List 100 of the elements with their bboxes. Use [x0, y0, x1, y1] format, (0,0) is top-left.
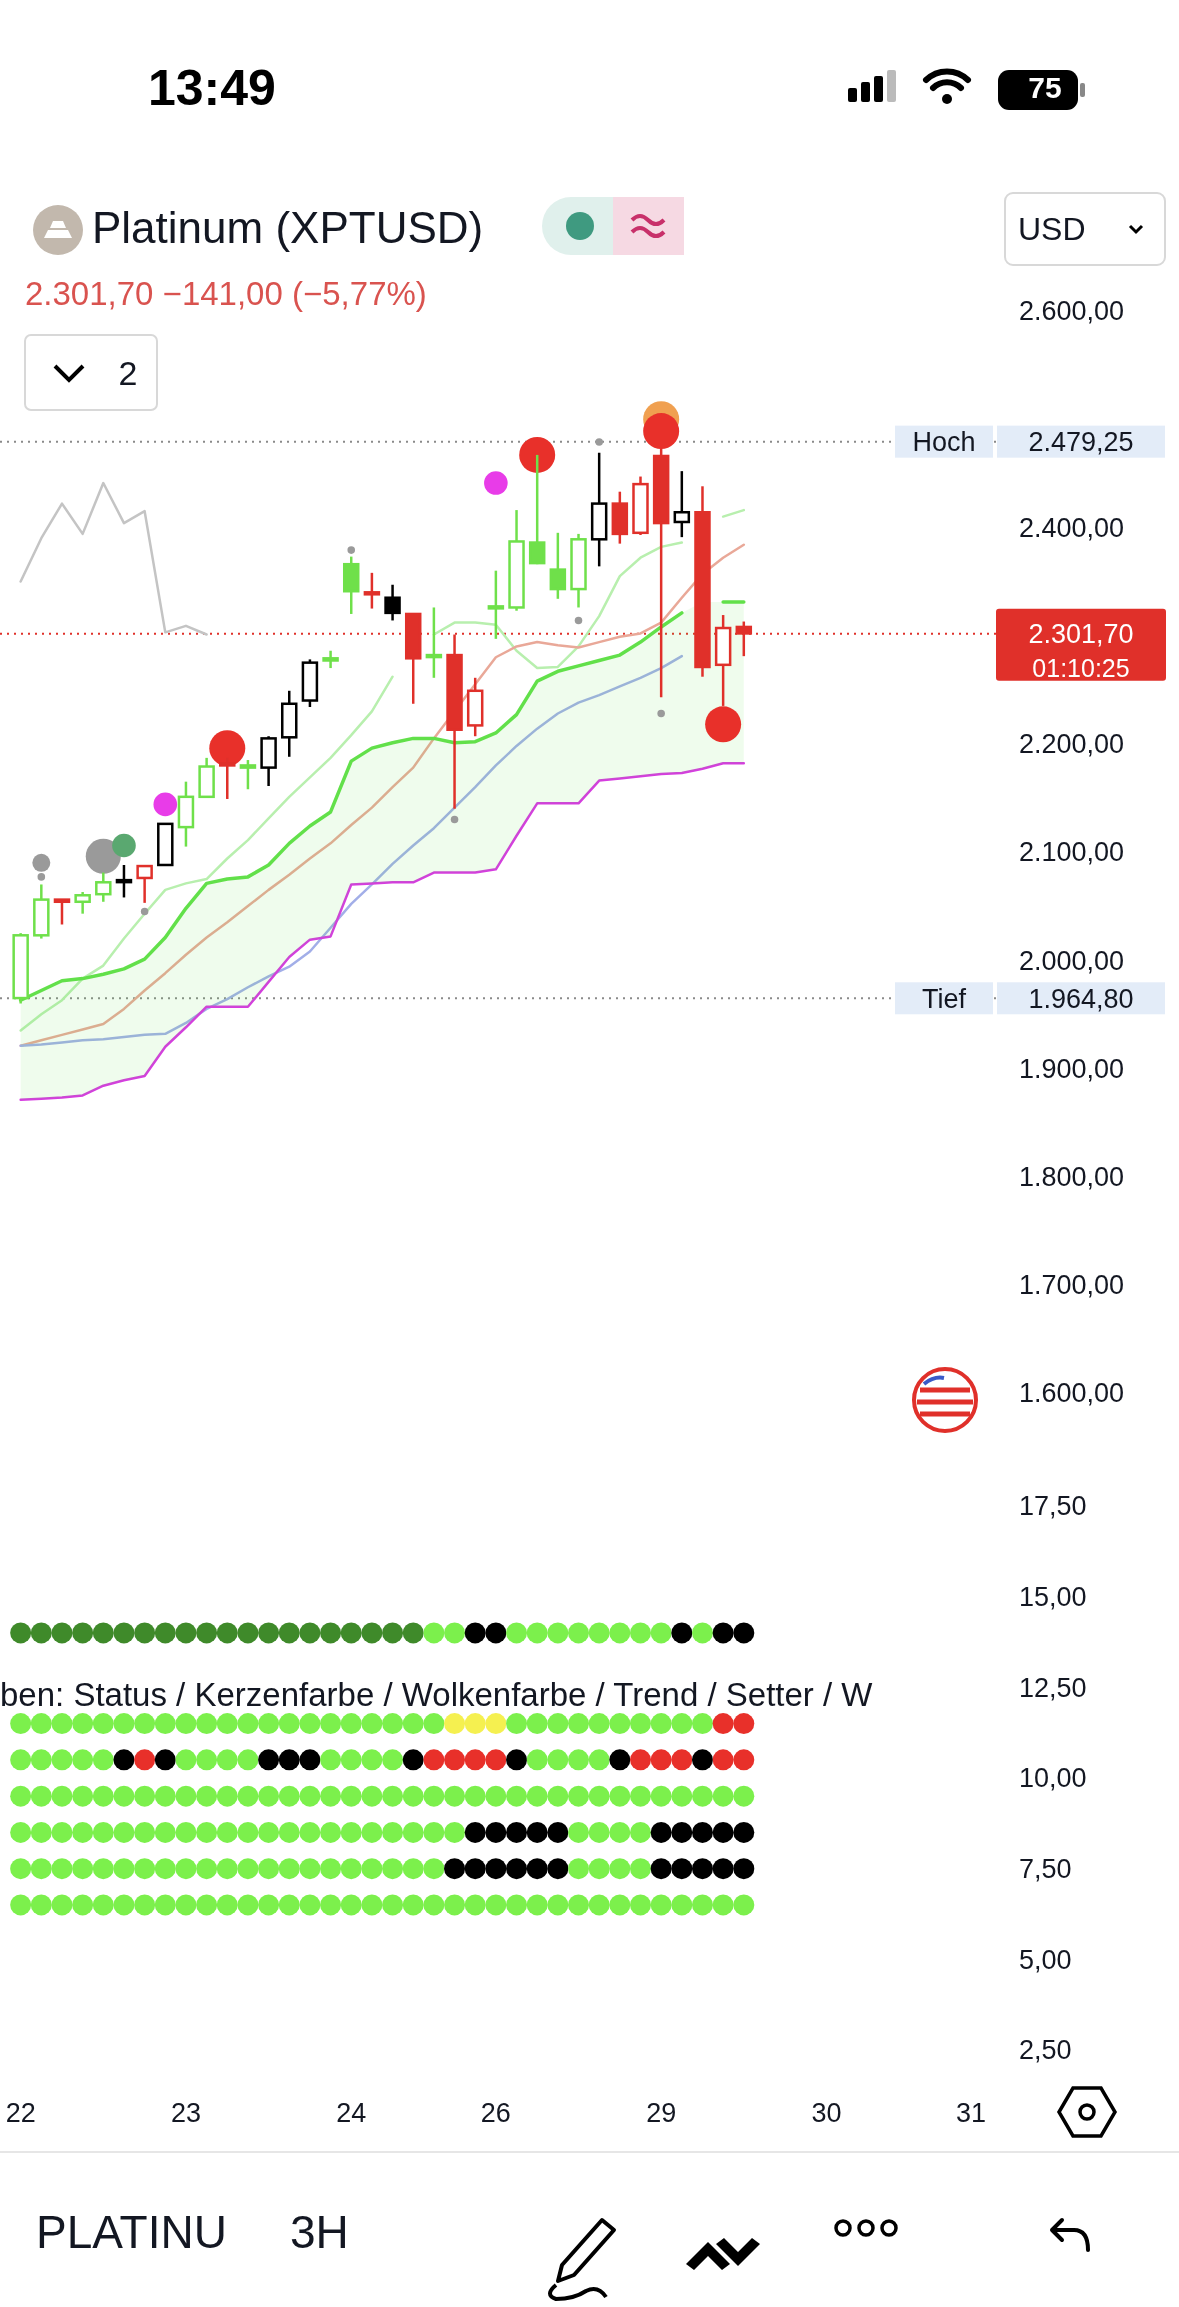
point: [299, 1622, 321, 1644]
point: [526, 1785, 548, 1807]
point: [30, 1858, 52, 1880]
ref-line-label: 1.964,80: [1028, 983, 1134, 1014]
point: [237, 1785, 259, 1807]
point: [278, 1713, 300, 1735]
point: [423, 1713, 445, 1735]
point: [51, 1749, 73, 1771]
point: [671, 1713, 693, 1735]
candlestick: [74, 890, 91, 915]
point: [51, 1713, 73, 1735]
point: [320, 1785, 342, 1807]
point: [278, 1622, 300, 1644]
x-tick-label: 24: [336, 2098, 367, 2128]
point: [92, 1622, 114, 1644]
point: [134, 1749, 156, 1771]
point: [258, 1894, 280, 1916]
candlestick: [95, 871, 112, 904]
point: [526, 1749, 548, 1771]
point: [444, 1785, 466, 1807]
point: [175, 1821, 197, 1843]
x-tick-label: 22: [5, 2098, 36, 2128]
point: [340, 1821, 362, 1843]
point: [320, 1821, 342, 1843]
point: [547, 1785, 569, 1807]
y-tick-label: 17,50: [1019, 1491, 1087, 1522]
point: [258, 1858, 280, 1880]
point: [671, 1622, 693, 1644]
point: [712, 1622, 734, 1644]
point: [237, 1749, 259, 1771]
x-tick-label: 30: [811, 2098, 842, 2128]
point: [196, 1858, 218, 1880]
point: [691, 1749, 713, 1771]
point: [588, 1894, 610, 1916]
point: [671, 1894, 693, 1916]
point: [526, 1821, 548, 1843]
point: [154, 1713, 176, 1735]
point: [733, 1858, 755, 1880]
point: [216, 1858, 238, 1880]
point: [258, 1785, 280, 1807]
point: [733, 1622, 755, 1644]
point: [650, 1821, 672, 1843]
point: [650, 1858, 672, 1880]
point: [630, 1894, 651, 1916]
point: [113, 1749, 135, 1771]
point: [196, 1749, 218, 1771]
point: [444, 1713, 466, 1735]
point: [92, 1858, 114, 1880]
point: [10, 1749, 32, 1771]
point: [691, 1858, 713, 1880]
point: [134, 1821, 156, 1843]
point: [175, 1894, 197, 1916]
point: [526, 1713, 548, 1735]
point: [278, 1858, 300, 1880]
candlestick: [487, 569, 505, 641]
point: [506, 1749, 528, 1771]
point: [506, 1821, 528, 1843]
annotation: Tief: [921, 983, 967, 1014]
point: [402, 1785, 424, 1807]
point: [134, 1622, 156, 1644]
point: [526, 1858, 548, 1880]
point: [382, 1858, 404, 1880]
point: [299, 1894, 321, 1916]
point: [506, 1894, 528, 1916]
point: [175, 1749, 197, 1771]
y-tick-label: 1.700,00: [1019, 1270, 1125, 1301]
point: [10, 1858, 32, 1880]
text: PLATINU: [36, 2206, 227, 2258]
point: [340, 1858, 362, 1880]
candlestick: [384, 583, 401, 622]
point: [691, 1785, 713, 1807]
point: [609, 1858, 631, 1880]
point: [691, 1821, 713, 1843]
y-tick-label: 15,00: [1019, 1582, 1087, 1613]
point: [423, 1821, 445, 1843]
point: [258, 1713, 280, 1735]
point: [216, 1894, 238, 1916]
y-tick-label: 2.100,00: [1019, 837, 1125, 868]
point: [340, 1622, 362, 1644]
point: [216, 1785, 238, 1807]
point: [444, 1894, 466, 1916]
point: [299, 1749, 321, 1771]
point: [340, 1894, 362, 1916]
point: [30, 1894, 52, 1916]
text: USD: [1018, 211, 1086, 247]
point: [30, 1821, 52, 1843]
point: [278, 1785, 300, 1807]
point: [485, 1749, 507, 1771]
point: [423, 1749, 445, 1771]
point: [733, 1894, 755, 1916]
point: [278, 1821, 300, 1843]
x-tick-label: 23: [170, 2098, 201, 2128]
candlestick: [528, 453, 546, 566]
point: [30, 1785, 52, 1807]
point: [216, 1749, 238, 1771]
point: [10, 1713, 32, 1735]
point: [423, 1785, 445, 1807]
point: [113, 1713, 135, 1735]
point: [650, 1785, 672, 1807]
point: [733, 1785, 755, 1807]
